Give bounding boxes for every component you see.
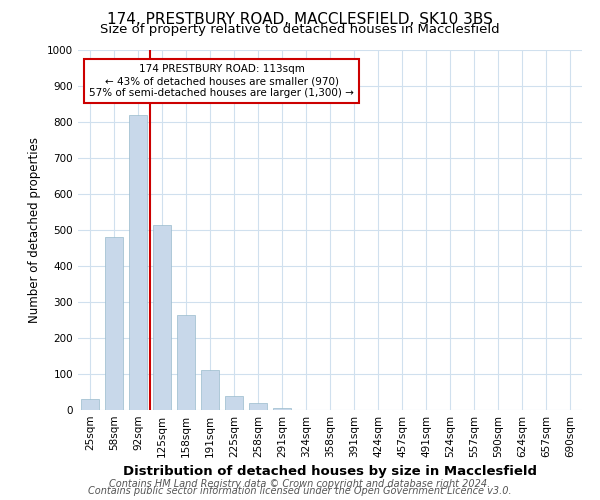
- Text: Size of property relative to detached houses in Macclesfield: Size of property relative to detached ho…: [100, 24, 500, 36]
- Text: Contains HM Land Registry data © Crown copyright and database right 2024.: Contains HM Land Registry data © Crown c…: [109, 479, 491, 489]
- Bar: [273, 408, 291, 410]
- Bar: [225, 396, 243, 410]
- Bar: [153, 224, 171, 410]
- Text: 174 PRESTBURY ROAD: 113sqm
← 43% of detached houses are smaller (970)
57% of sem: 174 PRESTBURY ROAD: 113sqm ← 43% of deta…: [89, 64, 354, 98]
- Y-axis label: Number of detached properties: Number of detached properties: [28, 137, 41, 323]
- Text: 174, PRESTBURY ROAD, MACCLESFIELD, SK10 3BS: 174, PRESTBURY ROAD, MACCLESFIELD, SK10 …: [107, 12, 493, 28]
- Bar: [129, 115, 147, 410]
- Bar: [177, 314, 195, 410]
- Bar: [249, 403, 267, 410]
- Bar: [105, 237, 123, 410]
- X-axis label: Distribution of detached houses by size in Macclesfield: Distribution of detached houses by size …: [123, 466, 537, 478]
- Bar: [81, 399, 99, 410]
- Text: Contains public sector information licensed under the Open Government Licence v3: Contains public sector information licen…: [88, 486, 512, 496]
- Bar: [201, 370, 219, 410]
